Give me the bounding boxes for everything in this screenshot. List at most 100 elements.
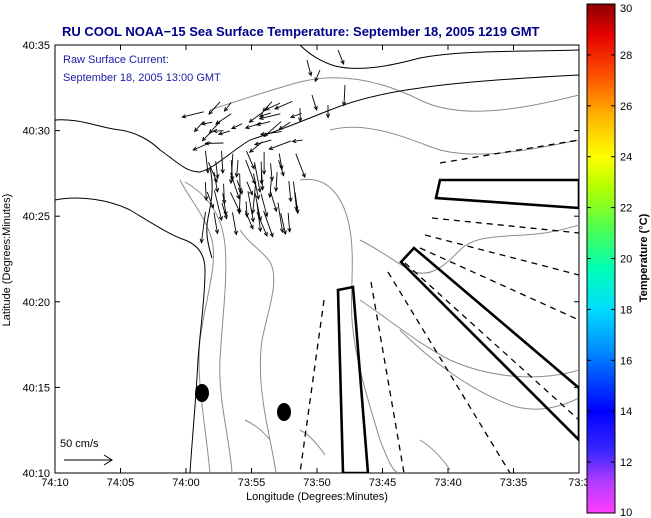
current-vector xyxy=(259,113,281,120)
bathymetry-contour xyxy=(329,126,579,155)
current-vector xyxy=(247,191,254,222)
current-vector-head xyxy=(193,127,199,133)
current-vector xyxy=(288,181,292,202)
surface-current-arrows xyxy=(181,49,347,244)
current-vector xyxy=(215,113,232,125)
current-vector-head xyxy=(181,114,187,119)
current-vector-head xyxy=(250,217,255,223)
current-vector xyxy=(213,172,218,192)
current-vector-head xyxy=(268,145,274,150)
current-vector xyxy=(213,190,223,221)
current-vector-head xyxy=(208,129,214,134)
current-vector-head xyxy=(248,118,254,123)
bathymetry-contour xyxy=(359,224,579,274)
current-vector xyxy=(222,193,227,216)
current-vector xyxy=(236,180,243,194)
colorbar-tick-label: 12 xyxy=(620,457,632,469)
current-vector xyxy=(294,192,299,214)
current-vector-head xyxy=(208,110,213,115)
current-vector-head xyxy=(249,224,254,230)
current-vector xyxy=(261,172,263,190)
station-marker xyxy=(195,384,209,402)
current-vector-head xyxy=(200,121,206,126)
current-vector xyxy=(245,159,256,184)
scale-label: 50 cm/s xyxy=(60,438,99,450)
y-tick-label: 40:25 xyxy=(22,211,50,223)
current-vector xyxy=(314,69,321,82)
station-marker xyxy=(277,403,291,421)
current-vector-head xyxy=(210,204,215,210)
y-axis: 40:35 40:30 40:25 40:20 40:15 40:10 xyxy=(22,40,579,480)
current-vector-head xyxy=(279,228,285,234)
current-vector xyxy=(277,202,283,233)
current-vector xyxy=(259,112,271,117)
coastline-sandy-hook xyxy=(206,167,213,259)
current-vector-head xyxy=(220,169,225,174)
current-vector xyxy=(293,181,298,211)
bathymetry-contour xyxy=(244,419,451,471)
current-vector xyxy=(262,101,273,112)
current-vector-head xyxy=(255,122,261,127)
colorbar-label: Temperature (°C) xyxy=(638,213,650,302)
current-vector-head xyxy=(289,114,295,119)
legend-current-title: Raw Surface Current: xyxy=(63,54,169,66)
current-vector-head xyxy=(287,227,292,233)
current-vector xyxy=(221,202,228,219)
current-vector xyxy=(208,101,221,115)
current-vector-head xyxy=(269,232,274,238)
current-vector-head xyxy=(259,131,265,137)
current-vector xyxy=(269,180,272,198)
current-vector-head xyxy=(257,187,262,193)
current-vector-head xyxy=(205,168,210,174)
current-vector-head xyxy=(223,107,229,112)
current-vector xyxy=(201,121,213,125)
current-vector-head xyxy=(244,212,250,218)
current-vector xyxy=(205,150,209,173)
current-vector xyxy=(253,173,259,200)
current-vector-head xyxy=(259,180,264,185)
current-vector xyxy=(246,150,255,169)
legend-current-time: September 18, 2005 13:00 GMT xyxy=(63,72,221,84)
current-vector-head xyxy=(274,105,280,110)
current-vector xyxy=(252,181,257,214)
chart-title: RU COOL NOAA−15 Sea Surface Temperature:… xyxy=(62,24,540,39)
bathymetry-contour xyxy=(184,181,233,473)
current-vector xyxy=(270,191,277,212)
current-vector xyxy=(260,193,268,217)
current-vector-head xyxy=(212,128,218,134)
current-vector-head xyxy=(325,113,331,119)
current-vector-head xyxy=(199,238,204,244)
current-vector xyxy=(278,159,285,176)
current-vector-head xyxy=(260,185,265,191)
x-tick-label: 74:10 xyxy=(41,477,69,489)
coastline-lower-bay xyxy=(249,74,579,141)
bathymetry-contour xyxy=(239,229,277,473)
current-vector xyxy=(249,111,264,123)
current-vector-head xyxy=(215,174,220,180)
current-vector-head xyxy=(308,71,313,77)
current-vector-head xyxy=(278,125,284,130)
current-vector-head xyxy=(263,231,268,237)
current-vector-head xyxy=(264,106,270,111)
map-content xyxy=(55,45,579,473)
current-vector xyxy=(280,213,286,235)
current-vector xyxy=(265,102,281,111)
current-vector xyxy=(246,181,253,195)
current-vector-head xyxy=(253,141,259,146)
current-vector-head xyxy=(261,170,267,176)
x-tick-label: 73:35 xyxy=(500,477,528,489)
current-vector-head xyxy=(282,230,287,236)
current-vector xyxy=(224,102,232,112)
current-vector-head xyxy=(295,209,300,215)
current-vector xyxy=(295,153,306,178)
y-tick-label: 40:30 xyxy=(22,126,50,138)
x-tick-label: 73:55 xyxy=(238,477,266,489)
current-vector-head xyxy=(262,107,267,113)
current-vector xyxy=(213,130,224,132)
current-vector-head xyxy=(217,131,223,136)
colorbar-tick-label: 24 xyxy=(620,152,632,164)
coastline-north xyxy=(299,45,579,69)
current-vector xyxy=(254,162,261,193)
current-vector xyxy=(245,122,262,129)
current-vector-head xyxy=(298,117,303,123)
